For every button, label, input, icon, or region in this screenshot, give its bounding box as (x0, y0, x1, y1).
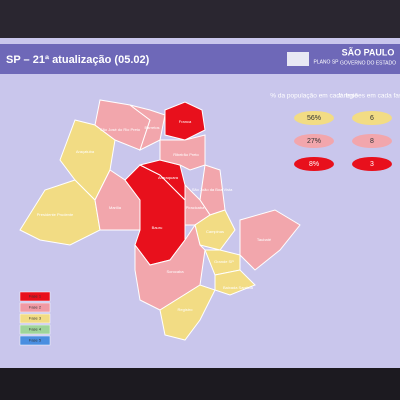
legend-swatch (19, 291, 51, 302)
overlay: % da população em cada fase# regiões em … (19, 93, 400, 346)
floor (0, 368, 400, 400)
legend-swatch (19, 302, 51, 313)
region-label: Franca (179, 119, 192, 124)
slide-title: SP – 21ª atualização (05.02) (6, 54, 150, 66)
region-label: Piracicaba (186, 205, 205, 210)
legend-swatch (19, 313, 51, 324)
region-label: Ribeirão Preto (173, 152, 199, 157)
region-label: Barretos (144, 125, 159, 130)
region-label: Presidente Prudente (37, 212, 74, 217)
legend-label: Fase 3 (29, 316, 42, 321)
pop-value: 27% (307, 138, 321, 145)
legend-label: Fase 1 (29, 294, 42, 299)
legend-swatch (19, 324, 51, 335)
logo-icon (287, 52, 309, 66)
legend-label: Fase 5 (29, 338, 42, 343)
logo-plano: PLANO SP (313, 59, 339, 65)
region-label: Marília (109, 205, 122, 210)
region-label: Campinas (206, 229, 224, 234)
region-label: Taubaté (257, 237, 272, 242)
pop-pill (294, 111, 334, 125)
legend-swatch (19, 335, 51, 346)
logo-gov-sub: GOVERNO DO ESTADO (340, 60, 396, 66)
title-bar (0, 44, 400, 74)
pop-value: 8% (309, 161, 319, 168)
region-label: Registro (178, 307, 194, 312)
region-label: São João da Boa Vista (192, 187, 233, 192)
region (59, 119, 116, 201)
region (159, 134, 206, 171)
region-label: Sorocaba (166, 269, 184, 274)
region-label: Araçatuba (76, 149, 95, 154)
region-label: Grande SP (214, 259, 234, 264)
regions-value: 6 (370, 115, 374, 122)
table-header: % da população em cada fase (270, 93, 358, 100)
region (204, 249, 241, 276)
regions-pill (352, 111, 392, 125)
region (214, 269, 256, 296)
region (159, 284, 216, 341)
region-label: Araraquara (158, 175, 179, 180)
region-label: Bauru (152, 225, 163, 230)
pop-value: 56% (307, 115, 321, 122)
region (134, 223, 206, 311)
region (164, 101, 206, 141)
region-label: Baixada Santista (223, 285, 254, 290)
regions-pill (352, 134, 392, 148)
region-label: São José do Rio Preto (100, 127, 141, 132)
regions-value: 8 (370, 138, 374, 145)
legend-label: Fase 4 (29, 327, 42, 332)
table-header: # regiões em cada fase (338, 93, 400, 100)
regions-value: 3 (370, 161, 374, 168)
pop-pill (294, 157, 334, 171)
logo-gov: SÃO PAULO (342, 47, 395, 57)
regions-pill (352, 157, 392, 171)
pop-pill (294, 134, 334, 148)
legend-label: Fase 2 (29, 305, 42, 310)
map: Presidente Prudente Araçatuba São José do … (19, 99, 301, 341)
